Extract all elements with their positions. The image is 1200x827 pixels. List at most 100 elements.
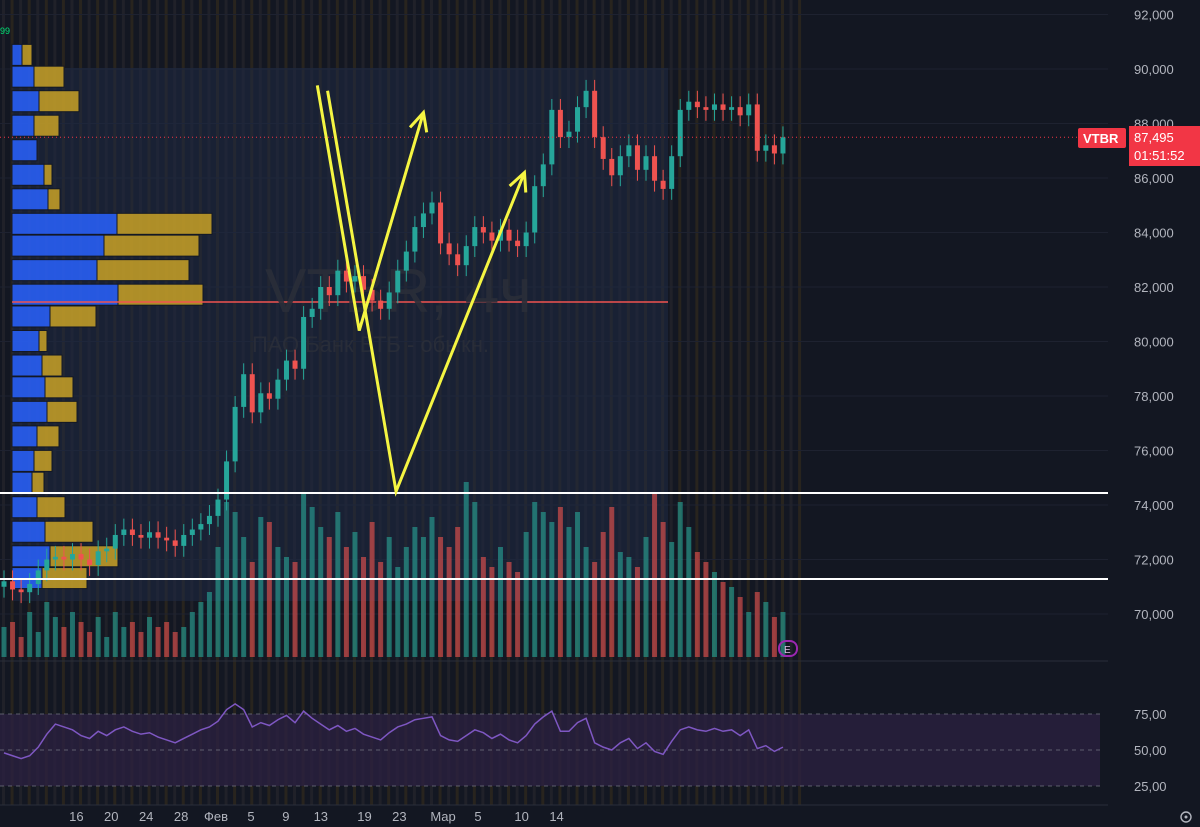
candlesticks: [1, 79, 786, 604]
profile-up-bar: [11, 305, 51, 328]
candle-body: [206, 515, 212, 525]
candle-body: [189, 529, 195, 535]
candle-body: [335, 270, 341, 296]
volume-bar: [147, 617, 153, 657]
candle-body: [780, 137, 786, 154]
candle-body: [369, 289, 375, 301]
candle-body: [172, 540, 178, 546]
volume-bar: [737, 597, 743, 657]
candle-body: [412, 227, 418, 252]
volume-bar: [18, 637, 24, 657]
candle-body: [52, 556, 58, 560]
profile-down-bar: [44, 520, 94, 543]
volume-bar: [489, 567, 495, 657]
earnings-marker-icon[interactable]: E: [778, 640, 798, 657]
candle-body: [318, 287, 324, 309]
session-band: [755, 0, 759, 805]
volume-bar: [446, 547, 452, 657]
profile-up-bar: [11, 212, 118, 235]
profile-down-bar: [96, 259, 190, 282]
profile-down-bar: [44, 376, 74, 399]
candle-body: [44, 559, 50, 571]
candle-body: [27, 584, 33, 593]
date-axis[interactable]: 16 20 24 28 Фев 5 9 13 19 23 Мар 5 10 14: [0, 804, 1108, 824]
volume-bar: [549, 522, 555, 657]
volume-bar: [600, 532, 606, 657]
price-tick-label: 90,000: [1134, 62, 1174, 77]
volume-bar: [583, 547, 589, 657]
candle-body: [763, 145, 769, 151]
settings-icon[interactable]: [1180, 811, 1192, 823]
candle-body: [617, 156, 623, 176]
volume-bar: [172, 632, 178, 657]
volume-bar: [1, 627, 7, 657]
volume-bar: [480, 557, 486, 657]
date-tick-label: 20: [104, 809, 118, 824]
volume-bar: [35, 632, 41, 657]
date-tick-label: 13: [314, 809, 328, 824]
volume-bar: [403, 547, 409, 657]
profile-down-bar: [46, 400, 78, 423]
volume-bar: [711, 572, 717, 657]
price-axis[interactable]: 70,000 72,000 74,000 76,000 78,000 80,000 82,0…: [1134, 8, 1174, 623]
volume-bar: [335, 512, 341, 657]
profile-down-bar: [38, 90, 80, 113]
volume-bar: [232, 512, 238, 657]
session-band: [678, 0, 682, 805]
date-tick-label: 16: [69, 809, 83, 824]
session-band: [2, 0, 5, 805]
candle-body: [754, 104, 760, 151]
session-band: [780, 0, 784, 805]
candle-body: [361, 276, 367, 290]
forecast-arrows[interactable]: [315, 85, 528, 497]
volume-bar: [266, 522, 272, 657]
candle-body: [386, 292, 392, 309]
rsi-tick-label: 50,00: [1134, 743, 1167, 758]
profile-down-bar: [49, 305, 97, 328]
candle-body: [352, 276, 358, 282]
candle-body: [446, 243, 452, 255]
session-band: [729, 0, 733, 805]
rsi-band: [0, 714, 1100, 786]
candle-body: [403, 251, 409, 271]
profile-up-bar: [11, 330, 40, 352]
candle-body: [652, 156, 658, 181]
profile-up-bar: [11, 163, 45, 186]
profile-down-bar: [43, 163, 53, 186]
session-band: [703, 0, 707, 805]
profile-down-bar: [49, 545, 119, 568]
candle-body: [309, 308, 315, 317]
candle-body: [429, 202, 435, 214]
profile-down-bar: [47, 188, 61, 211]
volume-bar: [301, 492, 307, 657]
volume-bar: [669, 542, 675, 657]
candle-body: [626, 145, 632, 157]
price-tick-label: 92,000: [1134, 8, 1174, 23]
candle-body: [395, 270, 401, 293]
candle-body: [660, 180, 666, 189]
candle-body: [241, 374, 247, 407]
candle-body: [480, 227, 486, 233]
rsi-line: [3, 703, 784, 760]
candle-body: [643, 156, 649, 170]
price-tick-label: 70,000: [1134, 607, 1174, 622]
candle-body: [711, 104, 717, 110]
price-tick-label: 76,000: [1134, 444, 1174, 459]
price-tick-label: 72,000: [1134, 553, 1174, 568]
volume-bar: [61, 627, 67, 657]
candle-body: [686, 101, 692, 110]
forecast-arrow: [326, 90, 526, 497]
volume-bar: [754, 592, 760, 657]
volume-bar: [198, 602, 204, 657]
volume-bar: [181, 627, 187, 657]
profile-up-bar: [11, 114, 35, 137]
candle-body: [532, 186, 538, 233]
profile-up-bar: [11, 65, 35, 88]
volume-bar: [420, 537, 426, 657]
session-band: [712, 0, 716, 805]
price-tick-label: 80,000: [1134, 335, 1174, 350]
candle-body: [472, 227, 478, 247]
candle-body: [112, 534, 118, 549]
volume-bar: [369, 522, 375, 657]
